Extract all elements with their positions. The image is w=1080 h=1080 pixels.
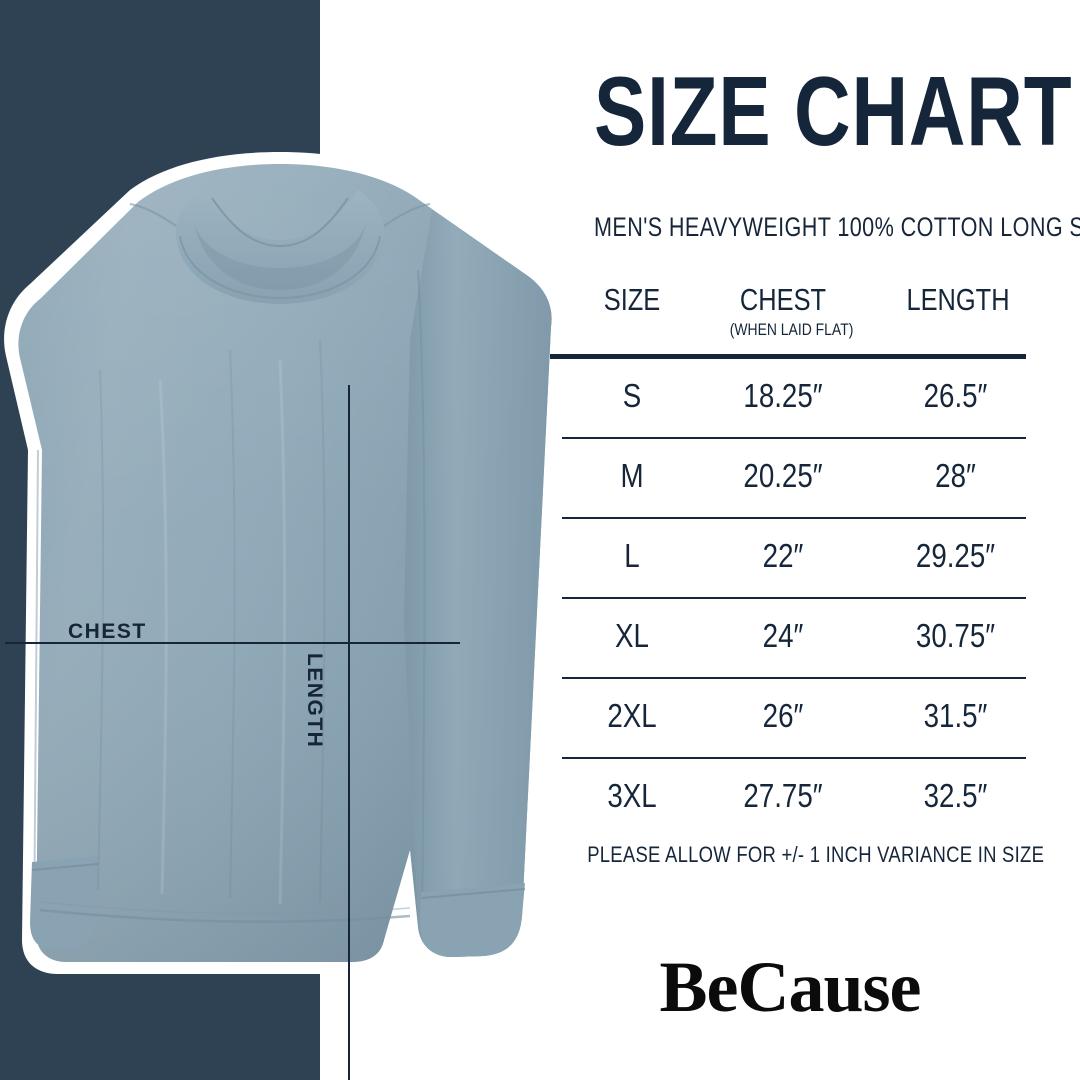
length-measurement-label: LENGTH — [303, 653, 326, 749]
table-row: 2XL 26″ 31.5″ — [548, 679, 1028, 757]
column-header-length: LENGTH — [906, 282, 1010, 317]
column-header-chest-sublabel: (WHEN LAID FLAT) — [729, 320, 854, 339]
table-row-divider — [562, 597, 1026, 599]
column-header-chest: CHEST — [739, 282, 827, 317]
cell-chest: 20.25″ — [743, 457, 823, 494]
variance-note: PLEASE ALLOW FOR +/- 1 INCH VARIANCE IN … — [587, 842, 1045, 867]
shirt-fabric — [0, 150, 580, 980]
cell-size: 2XL — [607, 697, 657, 734]
cell-size: 3XL — [607, 777, 657, 814]
table-row-divider — [562, 517, 1026, 519]
cell-size: L — [624, 537, 640, 574]
page-title: SIZE CHART — [594, 56, 1073, 166]
page-subtitle: MEN'S HEAVYWEIGHT 100% COTTON LONG SLEEV… — [594, 212, 1080, 242]
cell-length: 30.75″ — [915, 617, 996, 654]
cell-size: S — [622, 377, 642, 414]
table-row: 3XL 27.75″ 32.5″ — [548, 759, 1028, 837]
cell-size: XL — [615, 617, 649, 654]
cell-size: M — [620, 457, 644, 494]
shirt-illustration: CHEST LENGTH — [0, 150, 580, 1080]
cell-length: 26.5″ — [923, 377, 988, 414]
cell-length: 31.5″ — [923, 697, 988, 734]
cell-chest: 18.25″ — [743, 377, 823, 414]
table-row: S 18.25″ 26.5″ — [548, 359, 1028, 437]
cell-length: 29.25″ — [915, 537, 996, 574]
info-panel: SIZE CHART MEN'S HEAVYWEIGHT 100% COTTON… — [540, 0, 1080, 1080]
size-table: SIZE CHEST (WHEN LAID FLAT) LENGTH S 18.… — [548, 282, 1028, 837]
table-row: XL 24″ 30.75″ — [548, 599, 1028, 677]
cell-chest: 26″ — [762, 697, 804, 734]
length-measurement-line — [348, 385, 350, 1080]
table-row: M 20.25″ 28″ — [548, 439, 1028, 517]
cell-length: 28″ — [935, 457, 976, 494]
cell-chest: 22″ — [762, 537, 804, 574]
brand-logo: BeCause — [659, 947, 922, 1027]
table-header-row: SIZE CHEST (WHEN LAID FLAT) LENGTH — [548, 282, 1028, 354]
cell-chest: 27.75″ — [743, 777, 823, 814]
table-row: L 22″ 29.25″ — [548, 519, 1028, 597]
chest-measurement-line — [5, 642, 460, 644]
chest-measurement-label: CHEST — [68, 620, 147, 643]
cell-length: 32.5″ — [923, 777, 988, 814]
table-row-divider — [562, 757, 1026, 759]
table-row-divider — [562, 677, 1026, 679]
table-row-divider — [562, 437, 1026, 439]
column-header-size: SIZE — [603, 282, 661, 317]
table-header-rule — [550, 354, 1026, 359]
cell-chest: 24″ — [762, 617, 804, 654]
